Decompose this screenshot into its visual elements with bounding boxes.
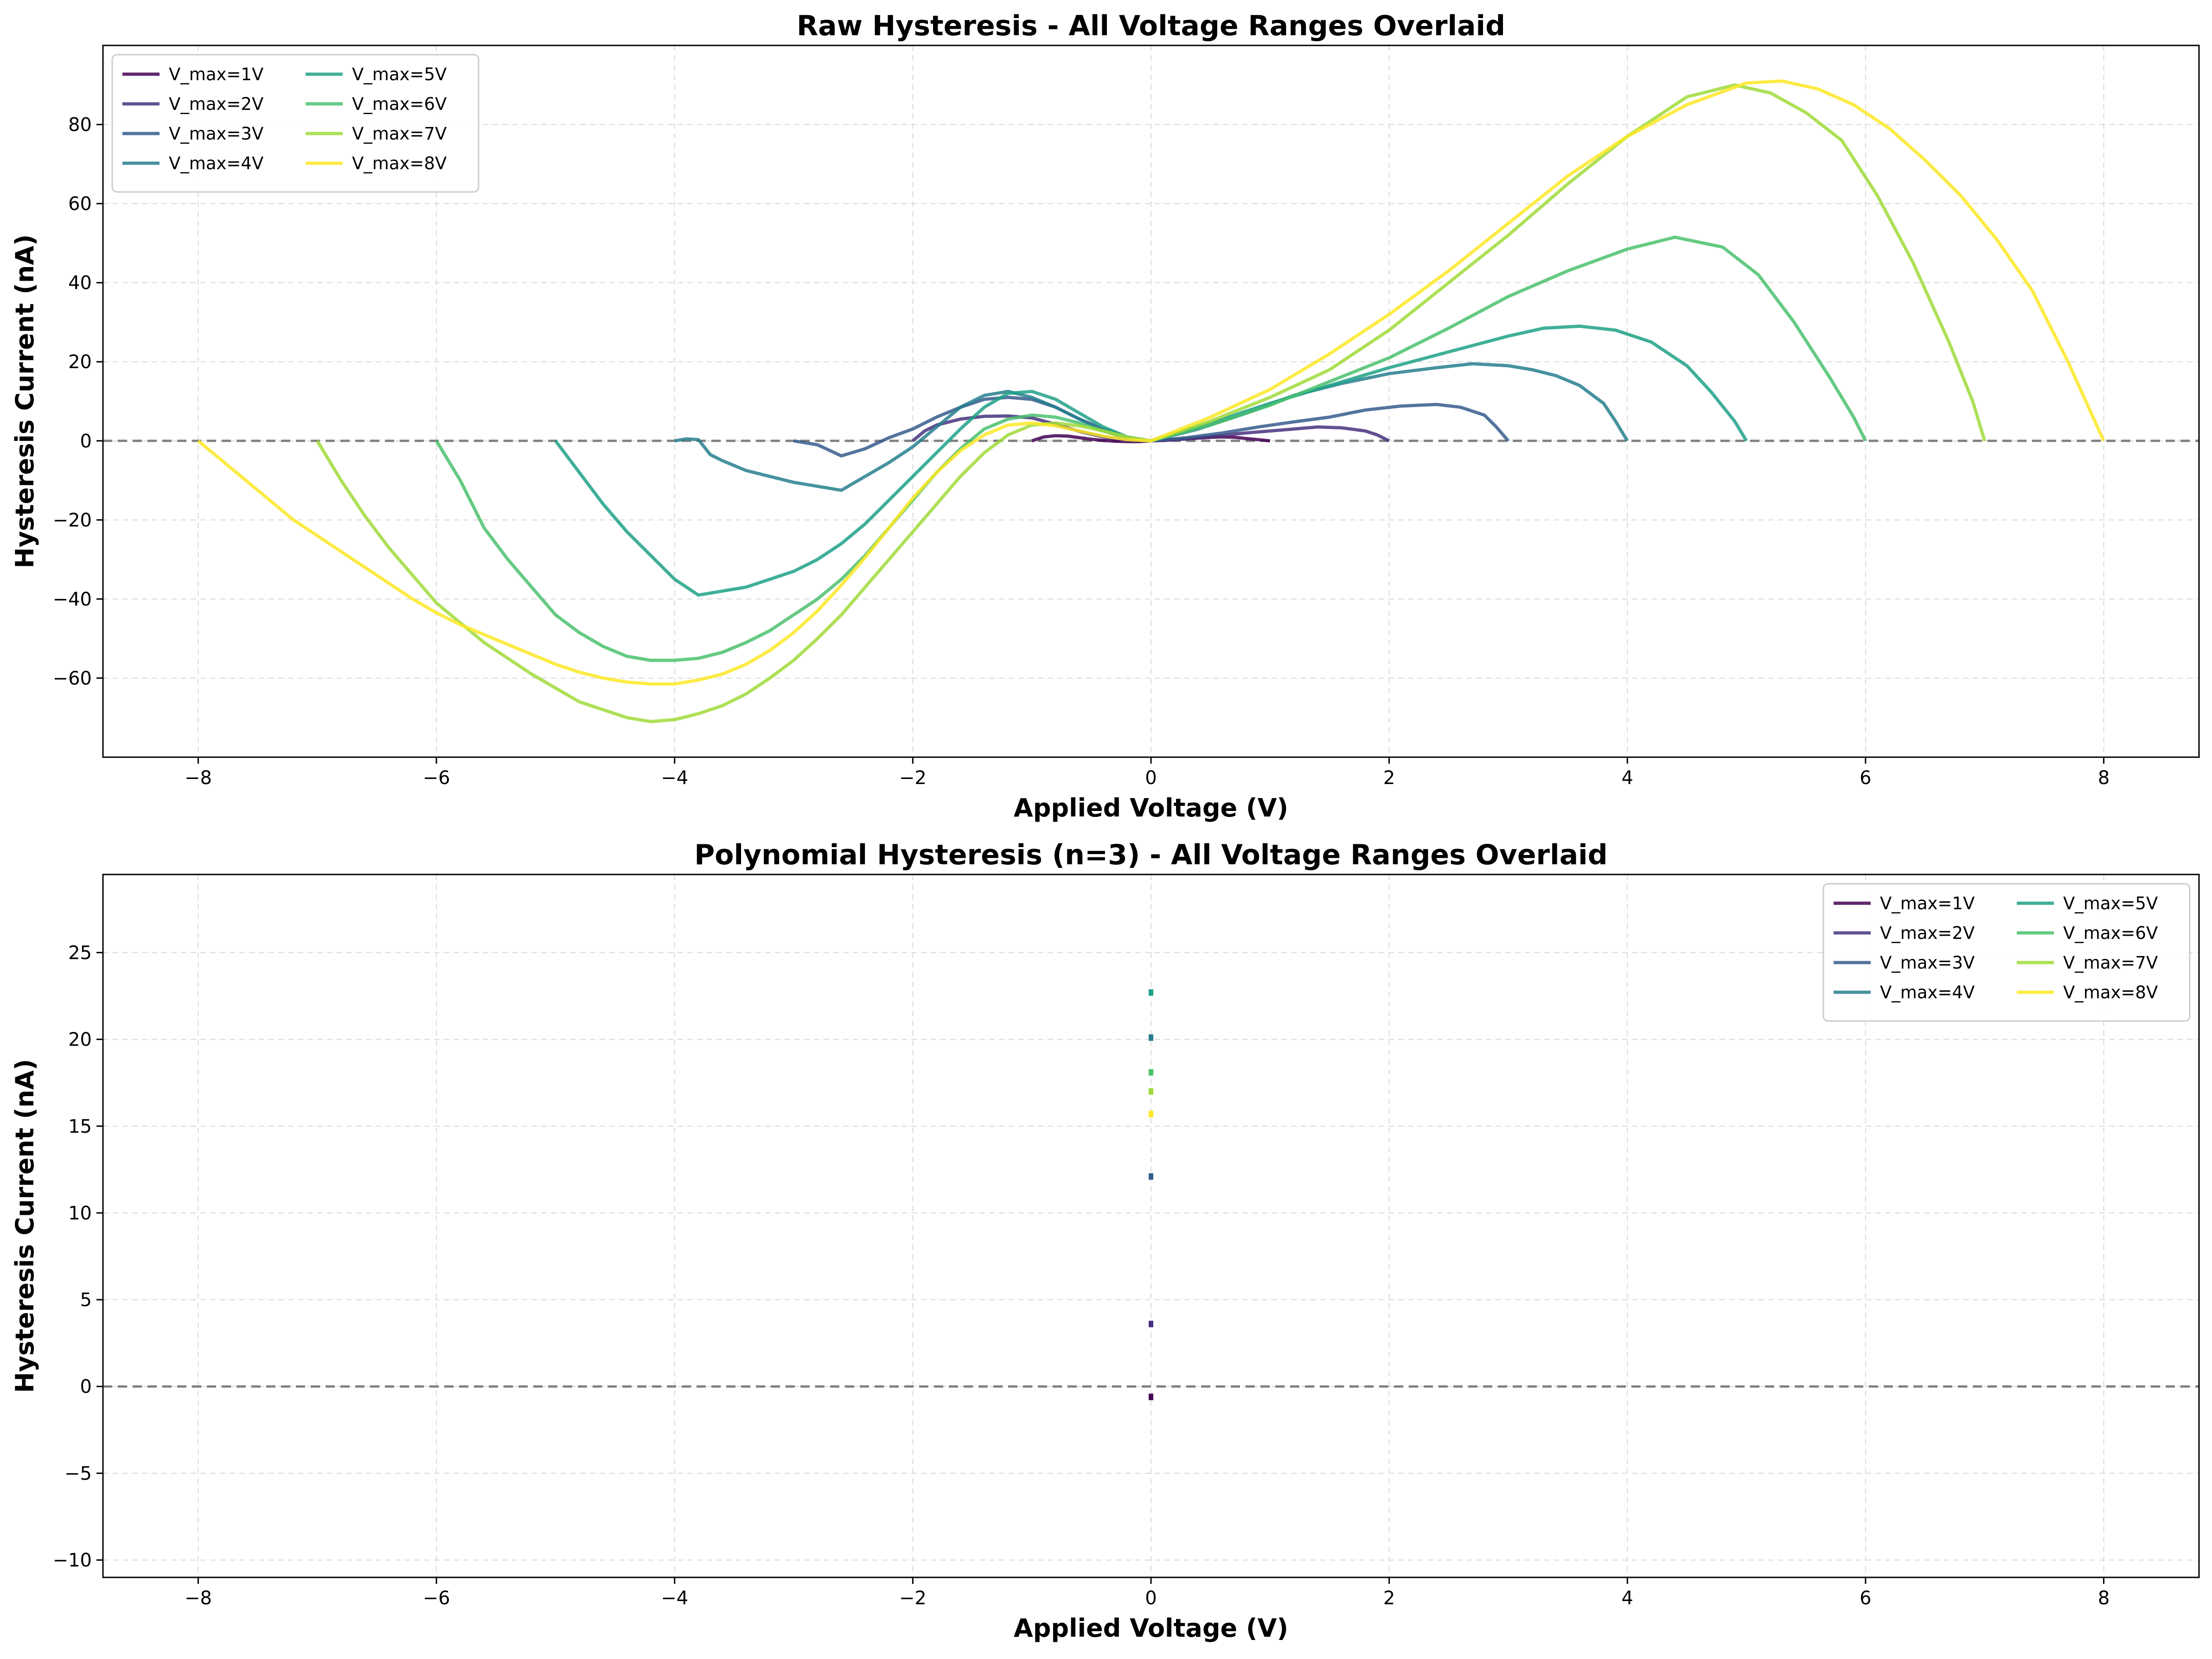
y-tick-label: 15 xyxy=(68,1116,92,1137)
y-tick-label: 5 xyxy=(80,1289,92,1311)
series-point-V_max=6V xyxy=(1149,1069,1153,1076)
x-axis-label: Applied Voltage (V) xyxy=(1014,793,1288,823)
series-line-V_max=4V xyxy=(674,362,1629,492)
x-tick-label: 0 xyxy=(1145,767,1157,789)
legend-label-V_max=5V: V_max=5V xyxy=(2063,893,2158,913)
x-tick-label: −8 xyxy=(185,767,212,789)
y-tick-label: −5 xyxy=(64,1463,92,1484)
legend-label-V_max=1V: V_max=1V xyxy=(1880,893,1975,913)
y-tick-label: 20 xyxy=(68,351,92,373)
legend-label-V_max=7V: V_max=7V xyxy=(2063,953,2158,973)
legend: V_max=1V V_max=2V V_max=3V V_max=4V V_max=5V… xyxy=(111,54,479,193)
x-tick-label: −6 xyxy=(423,1588,450,1609)
y-tick-label: 10 xyxy=(68,1203,92,1224)
x-tick-label: 6 xyxy=(1860,767,1871,789)
series-point-V_max=5V xyxy=(1149,989,1153,996)
series-line-V_max=8V xyxy=(197,79,2105,686)
polynomial-hysteresis-panel: −8 −6 −4 −2 0 2 4 6 8 −10 −5 0 5 10 15 20 25 Polynomial H… xyxy=(10,839,2200,1643)
x-tick-label: 2 xyxy=(1383,1588,1395,1609)
legend-label-V_max=2V: V_max=2V xyxy=(169,94,263,114)
series-group xyxy=(197,79,2105,723)
legend-label-V_max=3V: V_max=3V xyxy=(1880,953,1975,973)
x-tick-label: 6 xyxy=(1860,1588,1871,1609)
series-line-V_max=5V xyxy=(554,325,1748,597)
x-tick-label: 8 xyxy=(2098,767,2110,789)
x-tick-label: −2 xyxy=(899,767,927,789)
series-point-V_max=2V xyxy=(1149,1321,1153,1327)
legend-label-V_max=3V: V_max=3V xyxy=(169,124,263,144)
series-line-V_max=7V xyxy=(316,83,1987,723)
legend-label-V_max=2V: V_max=2V xyxy=(1880,923,1975,943)
y-tick-label: 60 xyxy=(68,193,92,215)
y-tick-label: 25 xyxy=(68,942,92,963)
chart-title: Raw Hysteresis - All Voltage Ranges Over… xyxy=(797,10,1505,42)
x-tick-label: −4 xyxy=(661,767,688,789)
legend-label-V_max=8V: V_max=8V xyxy=(352,153,447,173)
y-tick-label: −20 xyxy=(53,510,92,531)
series-point-V_max=3V xyxy=(1149,1173,1153,1180)
x-tick-label: 4 xyxy=(1622,767,1633,789)
legend-label-V_max=4V: V_max=4V xyxy=(1880,983,1975,1002)
legend-label-V_max=5V: V_max=5V xyxy=(352,64,447,84)
x-tick-label: 4 xyxy=(1622,1588,1633,1609)
x-axis-label: Applied Voltage (V) xyxy=(1014,1614,1288,1643)
y-tick-label: 80 xyxy=(68,115,92,136)
x-tick-label: 2 xyxy=(1383,767,1395,789)
series-point-V_max=1V xyxy=(1149,1393,1153,1400)
legend-label-V_max=6V: V_max=6V xyxy=(352,94,447,114)
series-line-V_max=6V xyxy=(435,236,1867,662)
y-tick-label: −60 xyxy=(53,668,92,689)
y-tick-label: 20 xyxy=(68,1029,92,1051)
y-tick-label: 0 xyxy=(80,431,92,452)
y-tick-label: 40 xyxy=(68,273,92,294)
x-tick-label: −8 xyxy=(185,1588,212,1609)
y-axis-label: Hysteresis Current (nA) xyxy=(10,234,39,568)
y-tick-label: −10 xyxy=(53,1550,92,1571)
x-tick-label: −4 xyxy=(661,1588,688,1609)
legend-label-V_max=1V: V_max=1V xyxy=(169,64,263,84)
legend-label-V_max=6V: V_max=6V xyxy=(2063,923,2158,943)
y-tick-label: 0 xyxy=(80,1376,92,1397)
legend-frame xyxy=(1822,883,2191,1022)
legend-label-V_max=7V: V_max=7V xyxy=(352,124,447,144)
x-tick-label: −2 xyxy=(899,1588,927,1609)
series-point-V_max=7V xyxy=(1149,1088,1153,1095)
legend-frame xyxy=(111,54,479,193)
x-tick-label: 0 xyxy=(1145,1588,1157,1609)
legend-label-V_max=4V: V_max=4V xyxy=(169,153,263,173)
y-tick-label: −40 xyxy=(53,589,92,610)
x-tick-label: 8 xyxy=(2098,1588,2110,1609)
series-point-V_max=4V xyxy=(1149,1034,1153,1041)
y-axis-label: Hysteresis Current (nA) xyxy=(10,1059,39,1393)
legend-label-V_max=8V: V_max=8V xyxy=(2063,983,2158,1002)
legend: V_max=1V V_max=2V V_max=3V V_max=4V V_max=5V… xyxy=(1822,883,2191,1022)
series-group xyxy=(1149,989,1153,1400)
chart-title: Polynomial Hysteresis (n=3) - All Voltag… xyxy=(694,839,1607,871)
series-point-V_max=8V xyxy=(1149,1110,1153,1117)
x-tick-label: −6 xyxy=(423,767,450,789)
